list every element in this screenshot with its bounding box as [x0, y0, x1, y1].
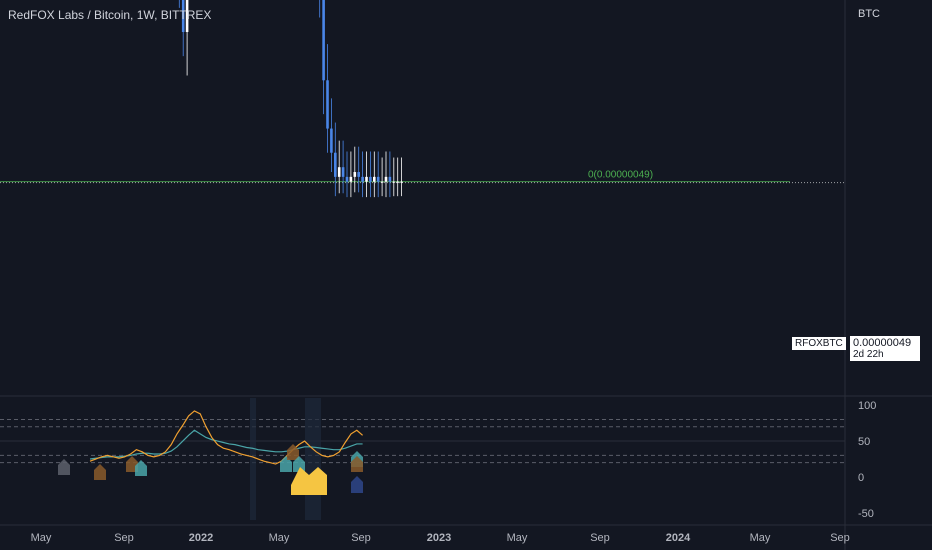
- indicator-marker: [287, 444, 299, 460]
- candle-body: [185, 0, 189, 33]
- candle-body: [322, 0, 325, 81]
- indicator-marker: [293, 456, 305, 472]
- candle-body: [392, 181, 396, 183]
- candle-body: [373, 176, 376, 182]
- time-tick-label: 2024: [666, 532, 691, 544]
- indicator-marker: [135, 460, 147, 476]
- current-price-tag: 0.00000049 2d 22h: [850, 336, 920, 361]
- symbol-tag: RFOXBTC: [792, 337, 846, 350]
- chart-title: RedFOX Labs / Bitcoin, 1W, BITTREX: [8, 8, 212, 22]
- time-tick-label: May: [750, 532, 771, 544]
- time-tick-label: 2022: [189, 532, 213, 544]
- candle-body: [353, 172, 357, 177]
- indicator-signal-block: [291, 467, 327, 495]
- candle-body: [400, 181, 403, 183]
- candle-body: [369, 176, 372, 182]
- time-tick-label: Sep: [114, 532, 134, 544]
- candle-body: [345, 176, 349, 182]
- time-tick-label: May: [507, 532, 528, 544]
- candle-body: [380, 181, 384, 183]
- time-tick-label: 2023: [427, 532, 451, 544]
- candle-body: [388, 176, 392, 182]
- candle-body: [334, 152, 337, 177]
- candle-body: [365, 176, 368, 182]
- time-tick-label: May: [31, 532, 52, 544]
- time-tick-label: Sep: [351, 532, 371, 544]
- indicator-tick-label: 100: [858, 400, 876, 412]
- time-tick-label: Sep: [590, 532, 610, 544]
- indicator-tick-label: -50: [858, 508, 874, 520]
- candle-body: [357, 172, 360, 177]
- current-price-value: 0.00000049: [853, 337, 912, 349]
- time-tick-label: May: [269, 532, 290, 544]
- indicator-marker: [351, 456, 363, 472]
- indicator-tick-label: 0: [858, 472, 864, 484]
- fib-level-label: 0(0.00000049): [588, 170, 653, 181]
- candle-body: [384, 176, 388, 182]
- candle-body: [396, 181, 399, 183]
- candle-body: [341, 167, 345, 177]
- candle-body: [361, 176, 364, 182]
- candle-body: [349, 176, 353, 182]
- bar-countdown: 2d 22h: [853, 349, 884, 360]
- indicator-signal-line: [89, 429, 363, 460]
- indicator-marker: [351, 476, 363, 493]
- indicator-marker: [58, 459, 70, 475]
- price-unit-label: BTC: [858, 8, 880, 20]
- indicator-marker: [94, 464, 106, 480]
- candle-body: [376, 176, 380, 182]
- indicator-rsi-line: [89, 410, 363, 465]
- candle-body: [330, 128, 333, 153]
- indicator-tick-label: 50: [858, 436, 870, 448]
- candle-body: [337, 167, 341, 177]
- time-tick-label: Sep: [830, 532, 850, 544]
- candle-body: [326, 80, 329, 129]
- indicator-highlight: [305, 398, 321, 520]
- indicator-highlight: [250, 398, 256, 520]
- candle-body: [181, 0, 185, 32]
